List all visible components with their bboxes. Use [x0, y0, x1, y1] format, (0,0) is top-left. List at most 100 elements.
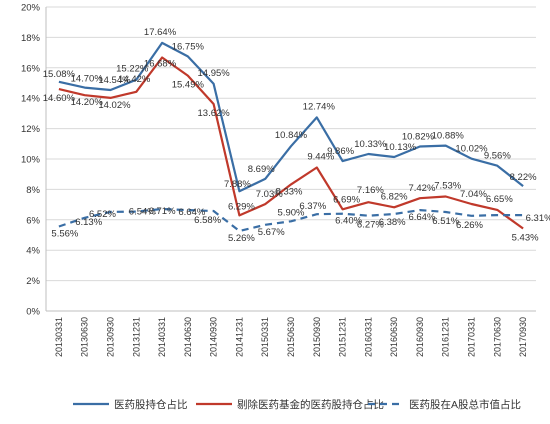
y-tick-label: 10%: [21, 155, 41, 166]
data-label: 9.44%: [307, 152, 334, 163]
data-label: 6.64%: [408, 212, 435, 223]
x-tick-label: 20160331: [363, 317, 373, 357]
legend-item-3: 医药股在A股总市值占比: [368, 398, 521, 411]
data-label: 14.42%: [118, 74, 151, 85]
data-label: 10.84%: [275, 130, 308, 141]
data-label: 6.65%: [486, 194, 513, 205]
data-label: 6.82%: [381, 191, 408, 202]
x-tick-label: 20160930: [415, 317, 425, 357]
data-label: 14.54%: [98, 75, 131, 86]
series-line-1: [58, 41, 524, 193]
data-label: 8.69%: [248, 164, 275, 175]
data-label: 16.75%: [172, 41, 205, 52]
data-label: 8.22%: [510, 172, 537, 183]
data-label: 6.31%: [526, 213, 550, 224]
data-label: 6.27%: [357, 220, 384, 231]
data-label: 14.20%: [71, 97, 104, 108]
data-label: 14.70%: [71, 74, 104, 85]
data-label: 6.40%: [335, 216, 362, 227]
grid-layer: [46, 6, 536, 312]
y-tick-label: 14%: [21, 94, 41, 105]
x-tick-label: 20150630: [286, 317, 296, 357]
x-tick-label: 20130331: [54, 317, 64, 357]
legend-label: 医药股在A股总市值占比: [409, 398, 521, 411]
y-tick-label: 18%: [21, 33, 41, 44]
data-label: 7.16%: [357, 185, 384, 196]
data-label: 14.02%: [98, 100, 131, 111]
legend-label: 医药股持仓占比: [114, 398, 188, 411]
legend-item-2: 剔除医药基金的医药股持仓占比: [196, 398, 384, 411]
y-tick-label: 12%: [21, 124, 41, 135]
x-tick-label: 20150331: [260, 317, 270, 357]
x-tick-label: 20170331: [467, 317, 477, 357]
data-label: 14.60%: [43, 93, 76, 104]
y-tick-label: 2%: [26, 276, 40, 287]
data-label: 17.64%: [144, 27, 177, 38]
x-tick-label: 20130930: [105, 317, 115, 357]
data-label: 15.49%: [172, 80, 205, 91]
data-label: 6.64%: [178, 207, 205, 218]
data-label: 9.56%: [484, 151, 511, 162]
data-label: 7.04%: [460, 189, 487, 200]
x-tick-label: 20140630: [183, 317, 193, 357]
data-label: 13.62%: [198, 108, 231, 119]
data-label: 6.54%: [129, 207, 156, 218]
data-label: 14.95%: [198, 68, 231, 79]
data-label: 5.67%: [258, 227, 285, 238]
data-label: 7.53%: [434, 181, 461, 192]
data-label: 15.22%: [116, 64, 149, 75]
data-label: 6.69%: [333, 194, 360, 205]
data-label: 6.29%: [228, 201, 255, 212]
data-label: 5.43%: [512, 232, 539, 243]
data-label: 6.71%: [149, 206, 176, 217]
data-label: 6.13%: [75, 217, 102, 228]
data-label: 6.37%: [299, 201, 326, 212]
data-label: 5.56%: [51, 228, 78, 239]
x-tick-label: 20161231: [441, 317, 451, 357]
series-line-2: [58, 56, 524, 230]
series-layer: [58, 41, 524, 233]
x-tick-label: 20141231: [234, 317, 244, 357]
y-tick-label: 4%: [26, 246, 40, 257]
data-label: 5.90%: [278, 207, 305, 218]
data-label: 10.82%: [402, 132, 435, 143]
data-label: 7.03%: [256, 189, 283, 200]
x-tick-label: 20140930: [209, 317, 219, 357]
x-tick-label: 20151231: [338, 317, 348, 357]
data-label: 12.74%: [303, 101, 336, 112]
data-label: 10.13%: [384, 142, 417, 153]
data-label: 6.38%: [379, 217, 406, 228]
y-tick-label: 20%: [21, 3, 41, 14]
y-tick-label: 6%: [26, 215, 40, 226]
y-tick-label: 8%: [26, 185, 40, 196]
data-label: 8.33%: [276, 186, 303, 197]
x-tick-label: 20150930: [312, 317, 322, 357]
series-line-3: [58, 207, 524, 233]
legend-item-1: 医药股持仓占比: [73, 398, 188, 411]
x-tick-label: 20160630: [389, 317, 399, 357]
data-label: 10.33%: [354, 139, 387, 150]
data-label: 5.26%: [228, 233, 255, 244]
data-label: 6.52%: [89, 209, 116, 220]
x-tick-label: 20140331: [157, 317, 167, 357]
data-label: 6.58%: [194, 215, 221, 226]
data-label: 10.02%: [455, 144, 488, 155]
x-tick-label: 20130630: [80, 317, 90, 357]
data-label: 10.88%: [432, 131, 465, 142]
x-tick-label: 20170630: [492, 317, 502, 357]
y-tick-label: 16%: [21, 63, 41, 74]
legend-label: 剔除医药基金的医药股持仓占比: [237, 398, 384, 411]
legend: 医药股持仓占比 剔除医药基金的医药股持仓占比 医药股在A股总市值占比: [73, 398, 521, 411]
data-label: 16.68%: [144, 58, 177, 69]
data-label: 6.51%: [432, 216, 459, 227]
data-label: 7.42%: [408, 183, 435, 194]
data-label: 7.88%: [224, 179, 251, 190]
x-tick-label: 20170930: [518, 317, 528, 357]
data-label: 6.26%: [456, 220, 483, 231]
data-label: 15.08%: [43, 69, 76, 80]
data-label-layer: 15.08%14.70%14.54%15.22% 17.64% 16.75% 14.9…: [43, 27, 550, 244]
axis-layer: 0% 2% 4% 6% 8% 10% 12% 14% 16% 18% 20% 20130331 2013…: [21, 3, 536, 357]
